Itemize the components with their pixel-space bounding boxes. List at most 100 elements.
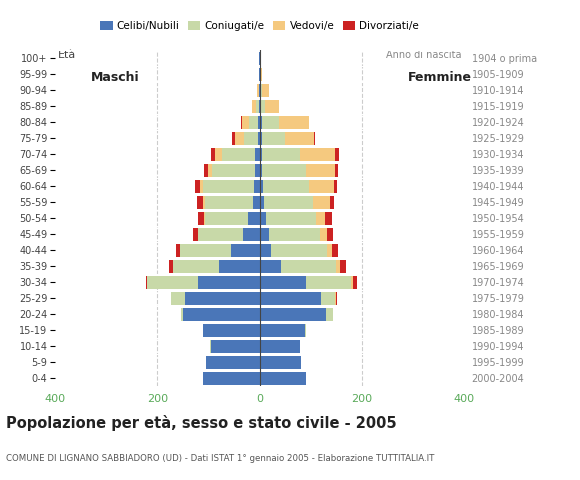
Bar bbox=[219, 260, 260, 273]
Bar bbox=[253, 196, 260, 209]
Bar bbox=[147, 276, 198, 289]
Legend: Celibi/Nubili, Coniugati/e, Vedovi/e, Divorziati/e: Celibi/Nubili, Coniugati/e, Vedovi/e, Di… bbox=[96, 17, 423, 36]
Bar bbox=[340, 260, 346, 273]
Bar bbox=[306, 276, 350, 289]
Bar bbox=[269, 228, 320, 241]
Text: Maschi: Maschi bbox=[91, 71, 140, 84]
Bar bbox=[334, 180, 337, 193]
Bar bbox=[256, 99, 259, 113]
Bar bbox=[173, 260, 219, 273]
Bar bbox=[260, 324, 305, 337]
Bar bbox=[203, 196, 205, 209]
Bar bbox=[181, 308, 183, 321]
Bar bbox=[332, 243, 338, 257]
Bar bbox=[313, 196, 329, 209]
Bar bbox=[169, 260, 173, 273]
Bar bbox=[326, 308, 333, 321]
Bar bbox=[176, 243, 180, 257]
Bar bbox=[205, 212, 248, 225]
Bar bbox=[260, 148, 262, 161]
Bar bbox=[300, 148, 335, 161]
Bar bbox=[260, 243, 271, 257]
Bar bbox=[263, 180, 309, 193]
Bar bbox=[260, 212, 266, 225]
Bar bbox=[353, 276, 357, 289]
Bar bbox=[258, 116, 260, 129]
Text: Popolazione per età, sesso e stato civile - 2005: Popolazione per età, sesso e stato civil… bbox=[6, 415, 396, 431]
Bar bbox=[260, 132, 262, 145]
Bar bbox=[260, 99, 264, 113]
Bar bbox=[320, 228, 327, 241]
Bar bbox=[260, 180, 263, 193]
Bar bbox=[260, 260, 281, 273]
Bar bbox=[327, 243, 332, 257]
Bar bbox=[259, 99, 260, 113]
Bar bbox=[329, 196, 334, 209]
Bar bbox=[252, 99, 256, 113]
Bar bbox=[198, 276, 260, 289]
Bar bbox=[260, 84, 262, 97]
Bar bbox=[255, 164, 260, 177]
Bar bbox=[244, 132, 258, 145]
Bar bbox=[146, 276, 147, 289]
Text: Età: Età bbox=[57, 49, 76, 60]
Bar bbox=[260, 164, 262, 177]
Bar bbox=[193, 228, 198, 241]
Bar bbox=[211, 339, 260, 353]
Text: Anno di nascita: Anno di nascita bbox=[386, 49, 462, 60]
Bar bbox=[208, 164, 212, 177]
Bar bbox=[186, 291, 260, 305]
Bar bbox=[327, 228, 333, 241]
Bar bbox=[255, 180, 260, 193]
Bar bbox=[205, 196, 253, 209]
Bar bbox=[198, 228, 243, 241]
Bar bbox=[262, 116, 280, 129]
Bar bbox=[271, 243, 327, 257]
Bar bbox=[260, 291, 321, 305]
Bar bbox=[197, 196, 203, 209]
Bar bbox=[336, 291, 337, 305]
Text: COMUNE DI LIGNANO SABBIADORO (UD) - Dati ISTAT 1° gennaio 2005 - Elaborazione TU: COMUNE DI LIGNANO SABBIADORO (UD) - Dati… bbox=[6, 454, 434, 463]
Bar bbox=[260, 356, 302, 369]
Bar bbox=[171, 291, 186, 305]
Bar bbox=[260, 228, 269, 241]
Bar bbox=[204, 164, 208, 177]
Bar bbox=[183, 308, 260, 321]
Bar bbox=[211, 148, 215, 161]
Bar bbox=[260, 116, 262, 129]
Bar bbox=[260, 308, 326, 321]
Bar bbox=[266, 212, 316, 225]
Bar bbox=[260, 51, 261, 65]
Bar bbox=[281, 260, 336, 273]
Bar bbox=[285, 132, 314, 145]
Bar bbox=[264, 196, 313, 209]
Text: Femmine: Femmine bbox=[408, 71, 472, 84]
Bar bbox=[264, 99, 279, 113]
Bar bbox=[212, 164, 255, 177]
Bar bbox=[180, 243, 231, 257]
Bar bbox=[335, 291, 336, 305]
Bar bbox=[215, 148, 222, 161]
Bar bbox=[204, 180, 255, 193]
Bar bbox=[262, 84, 269, 97]
Bar bbox=[255, 148, 260, 161]
Bar bbox=[198, 212, 204, 225]
Bar bbox=[260, 372, 306, 385]
Bar bbox=[262, 148, 300, 161]
Bar bbox=[335, 148, 339, 161]
Bar bbox=[257, 84, 259, 97]
Bar bbox=[335, 164, 338, 177]
Bar bbox=[306, 164, 335, 177]
Bar bbox=[262, 164, 306, 177]
Bar bbox=[321, 291, 335, 305]
Bar bbox=[204, 212, 205, 225]
Bar bbox=[195, 180, 200, 193]
Bar bbox=[260, 68, 262, 81]
Bar bbox=[350, 276, 353, 289]
Bar bbox=[206, 356, 260, 369]
Bar bbox=[304, 324, 306, 337]
Bar bbox=[243, 228, 260, 241]
Bar bbox=[233, 132, 234, 145]
Bar bbox=[242, 116, 249, 129]
Bar bbox=[231, 243, 260, 257]
